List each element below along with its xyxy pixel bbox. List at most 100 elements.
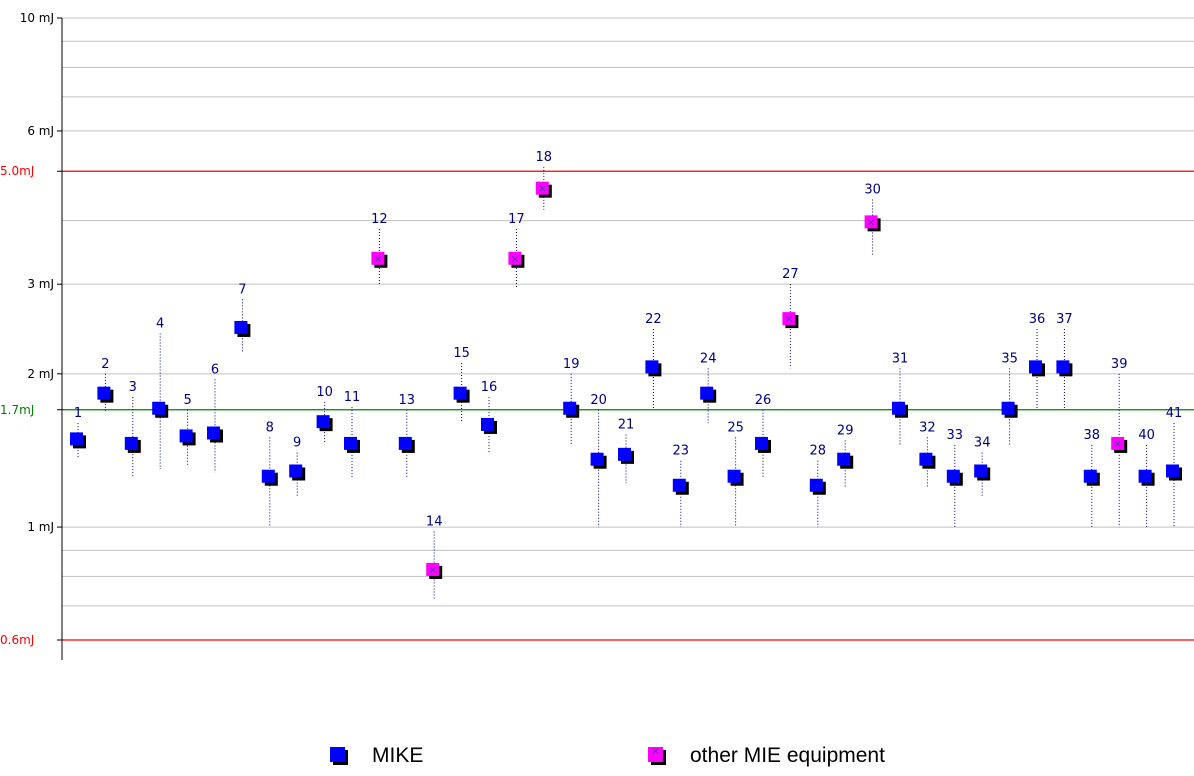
mike-marker <box>261 469 275 483</box>
point-label: 20 <box>590 393 607 408</box>
mike-marker <box>946 469 960 483</box>
mike-swatch-face <box>330 747 345 762</box>
reference-line-label: 5.0mJ <box>0 164 34 178</box>
legend-item-mike: MIKE <box>330 744 423 768</box>
mike-marker <box>453 386 467 400</box>
point-label: 13 <box>399 393 416 408</box>
mike-marker <box>672 478 686 492</box>
mike-marker <box>727 469 741 483</box>
point-label: 35 <box>1001 351 1018 366</box>
point-label: 25 <box>727 420 744 435</box>
point-label: 2 <box>101 357 109 372</box>
point-label: 36 <box>1029 312 1046 327</box>
mike-marker <box>398 436 412 450</box>
data-markers: × × × × × × × <box>70 181 1182 579</box>
point-label: 24 <box>700 351 717 366</box>
mike-marker <box>809 478 823 492</box>
point-label: 38 <box>1084 428 1101 443</box>
legend-label-other: other MIE equipment <box>690 744 885 767</box>
other-marker <box>535 181 549 195</box>
mike-marker <box>700 386 714 400</box>
mike-marker <box>481 417 494 431</box>
cross-icon: × <box>538 184 546 195</box>
reference-lines <box>62 170 1194 641</box>
other-marker <box>864 215 878 229</box>
other-swatch-face <box>648 747 663 762</box>
other-marker <box>508 251 522 265</box>
mike-marker <box>152 401 166 415</box>
mike-marker <box>207 426 220 440</box>
point-label: 31 <box>892 351 909 366</box>
mike-marker <box>618 447 631 461</box>
cross-icon: × <box>1114 439 1122 450</box>
cross-icon: × <box>651 744 659 758</box>
mike-marker <box>563 401 577 415</box>
point-label: 26 <box>755 393 772 408</box>
point-label: 28 <box>810 444 827 459</box>
mike-marker <box>919 452 933 466</box>
point-label: 9 <box>293 436 301 451</box>
mike-marker <box>70 432 83 446</box>
cross-icon: × <box>867 217 875 228</box>
chart: 5.0mJ 1.7mJ 0.6mJ 10 mJ 6 mJ 3 mJ 2 mJ 1 mJ × × ×… <box>0 11 1194 660</box>
point-label: 6 <box>211 362 219 377</box>
mike-marker <box>974 464 988 478</box>
point-label: 22 <box>645 312 662 327</box>
mike-marker <box>1001 401 1015 415</box>
point-label: 7 <box>238 282 246 297</box>
point-label: 19 <box>563 357 580 372</box>
mike-marker <box>1083 469 1097 483</box>
mike-marker <box>1029 360 1042 374</box>
point-label: 8 <box>266 420 274 435</box>
point-label: 34 <box>974 436 991 451</box>
mike-marker <box>590 452 604 466</box>
y-tick-label: 6 mJ <box>27 124 54 138</box>
point-label: 21 <box>618 417 635 432</box>
point-label: 12 <box>371 212 388 227</box>
mike-marker <box>179 429 193 443</box>
point-label: 5 <box>183 393 191 408</box>
y-tick-label: 3 mJ <box>27 277 54 291</box>
point-label: 15 <box>453 346 470 361</box>
cross-icon: × <box>374 254 382 265</box>
mike-marker <box>234 320 248 334</box>
legend-swatch-mike <box>330 747 348 765</box>
mike-marker <box>1138 469 1152 483</box>
reference-line-label: 0.6mJ <box>0 633 34 647</box>
point-label: 29 <box>837 423 854 438</box>
cross-icon: × <box>785 314 793 325</box>
legend-item-other: × other MIE equipment <box>648 744 885 768</box>
other-marker <box>782 312 796 326</box>
legend-swatch-other: × <box>648 744 666 765</box>
grid-lines <box>62 17 1194 607</box>
range-lines <box>77 166 1175 600</box>
point-label: 33 <box>947 428 964 443</box>
point-label: 4 <box>156 317 164 332</box>
other-marker <box>371 251 385 265</box>
y-axis: 5.0mJ 1.7mJ 0.6mJ 10 mJ 6 mJ 3 mJ 2 mJ 1 mJ <box>0 11 63 660</box>
y-tick-label: 10 mJ <box>20 11 54 25</box>
mike-marker <box>1166 464 1179 478</box>
other-marker <box>426 562 440 576</box>
mike-marker <box>892 401 905 415</box>
cross-icon: × <box>429 565 437 576</box>
point-label: 23 <box>673 444 690 459</box>
mike-marker <box>316 415 330 429</box>
mike-marker <box>837 452 851 466</box>
point-label: 17 <box>508 212 525 227</box>
point-label: 32 <box>919 420 936 435</box>
reference-line-label: 1.7mJ <box>0 403 34 417</box>
mike-marker <box>645 360 659 374</box>
mike-marker <box>755 436 768 450</box>
point-label: 11 <box>344 390 361 405</box>
y-tick-label: 2 mJ <box>27 367 54 381</box>
point-label: 3 <box>129 380 137 395</box>
mike-marker <box>97 386 111 400</box>
point-label: 37 <box>1056 312 1073 327</box>
point-label: 27 <box>782 267 799 282</box>
other-marker <box>1111 436 1125 450</box>
mike-marker <box>1056 360 1070 374</box>
y-tick-label: 1 mJ <box>27 520 54 534</box>
point-label: 10 <box>316 385 333 400</box>
